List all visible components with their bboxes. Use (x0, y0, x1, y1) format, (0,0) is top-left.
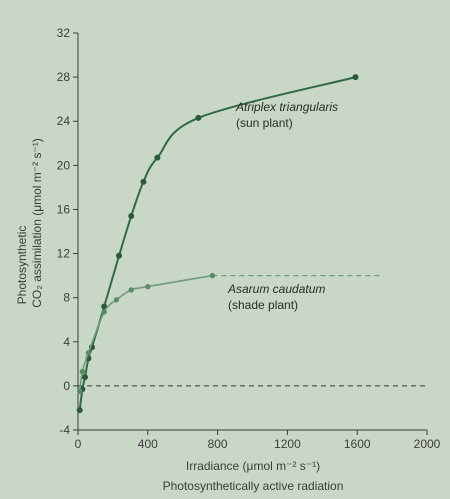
series-layer (76, 74, 384, 414)
x-tick-label: 1600 (344, 437, 371, 451)
data-point-0 (154, 154, 161, 161)
x-axis-title: Irradiance (μmol m⁻² s⁻¹) (186, 459, 320, 473)
x-tick-label: 0 (75, 437, 82, 451)
data-point-1 (79, 368, 86, 375)
x-axis-subtitle: Photosynthetically active radiation (163, 479, 344, 493)
y-tick-label: 28 (57, 70, 71, 84)
x-tick-label: 800 (208, 437, 228, 451)
y-tick-label: 12 (57, 247, 71, 261)
x-tick-label: 1200 (274, 437, 301, 451)
series-label-shade-line1: Asarum caudatum (227, 282, 325, 296)
y-tick-label: 32 (57, 26, 71, 40)
series-label-sun-line1: Atriplex triangularis (235, 100, 338, 114)
y-axis-title-line2: CO₂ assimilation (μmol m⁻² s⁻¹) (30, 138, 44, 308)
data-point-1 (101, 309, 107, 315)
data-point-1 (145, 283, 151, 290)
data-point-0 (352, 74, 359, 81)
data-point-1 (77, 388, 83, 395)
y-tick-label: 24 (57, 114, 71, 128)
y-tick-label: 4 (63, 335, 70, 349)
data-point-0 (128, 213, 135, 220)
data-point-0 (81, 374, 88, 381)
data-point-1 (113, 297, 120, 303)
x-tick-label: 400 (138, 437, 158, 451)
y-axis-ticks: -4 0 4 8 12 16 20 24 28 32 (57, 26, 78, 437)
data-point-1 (209, 272, 216, 279)
x-axis-ticks: 0 400 800 1200 1600 2000 (75, 430, 441, 451)
data-point-0 (76, 407, 83, 414)
data-point-1 (128, 287, 134, 293)
data-point-0 (140, 178, 147, 185)
y-axis-title-line1: Photosynthetic (15, 226, 29, 305)
data-point-1 (85, 350, 92, 356)
y-tick-label: 8 (63, 291, 70, 305)
y-tick-label: 0 (63, 379, 70, 393)
data-point-0 (101, 303, 108, 310)
series-line-0 (78, 76, 356, 411)
series-label-shade-line2: (shade plant) (228, 298, 298, 312)
data-point-0 (116, 252, 123, 259)
series-label-sun-line2: (sun plant) (236, 116, 293, 130)
data-point-0 (195, 114, 202, 121)
y-tick-label: -4 (59, 423, 70, 437)
y-tick-label: 16 (57, 202, 71, 216)
y-tick-label: 20 (57, 158, 71, 172)
series-line-1 (78, 274, 213, 392)
x-tick-label: 2000 (414, 437, 441, 451)
